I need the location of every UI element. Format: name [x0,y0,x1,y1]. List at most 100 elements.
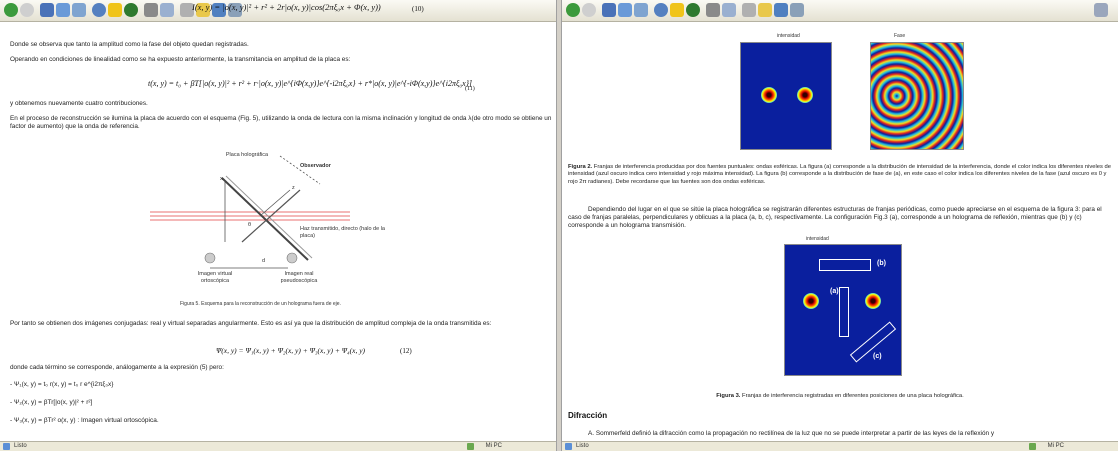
bullet-3: - Ψ₃(x, y) = βTr² o(x, y) : Imagen virtu… [10,417,159,424]
paragraph-right-2: A. Sommerfeld definió la difracción como… [588,430,995,437]
figure-2-caption-label: Figura 2. [568,164,593,170]
status-text: Listo [14,443,27,449]
zone-text: Mi PC [485,443,502,449]
figure-2a-plot [740,42,832,150]
diffracted-ray [241,189,301,243]
label-a: (a) [830,288,839,295]
home-icon[interactable] [634,3,648,17]
back-button[interactable] [566,3,580,17]
messenger-icon[interactable] [774,3,788,17]
figure-2-caption: Figura 2. Franjas de interferencia produ… [568,164,1112,186]
status-text: Listo [576,443,589,449]
label-haz: Haz transmitido, directo (halo de la pla… [300,226,385,239]
label-observador: Observador [300,163,331,169]
label-x: x [220,176,223,182]
toolbar-formula: I(x, y) = |o(x, y)|² + r² + 2r|o(x, y)|c… [192,2,381,12]
tools-icon[interactable] [228,3,242,17]
figure-3-plot: (a) (b) (c) [784,244,902,376]
favorites-icon[interactable] [108,3,122,17]
edit-icon[interactable] [180,3,194,17]
bullet-2: - Ψ₂(x, y) = βTr[|o(x, y)|² + r²] [10,399,93,406]
messenger-icon[interactable] [212,3,226,17]
formula-11-number: (11) [465,86,475,92]
right-statusbar: Listo Mi PC [562,441,1118,451]
edit-icon[interactable] [742,3,756,17]
reconstruction-diagram [150,155,350,269]
source-spot-2 [865,293,881,309]
observer-line [279,155,321,185]
folder-icon[interactable] [758,3,772,17]
paragraph-3: y obtenemos nuevamente cuatro contribuci… [10,100,148,107]
real-image-icon [286,252,298,264]
paragraph-4: En el proceso de reconstrucción se ilumi… [10,115,552,130]
figure-2-caption-text: Franjas de interferencia producidas por … [568,164,1111,185]
figure-5-caption: Figura 5. Esquema para la reconstrucción… [180,301,341,307]
stop-icon[interactable] [40,3,54,17]
mail-icon[interactable] [144,3,158,17]
computer-icon [1029,443,1036,450]
label-real: Imagen real pseudoscópica [280,271,318,284]
label-b: (b) [877,260,886,267]
page-icon [565,443,572,450]
stop-icon[interactable] [602,3,616,17]
history-icon[interactable] [124,3,138,17]
holographic-plate [221,177,309,261]
paragraph-1: Donde se observa que tanto la amplitud c… [10,41,249,48]
window-divider [556,0,562,451]
paragraph-6: donde cada término se corresponde, análo… [10,364,224,371]
left-toolbar: I(x, y) = |o(x, y)|² + r² + 2r|o(x, y)|c… [0,0,556,22]
search-icon[interactable] [654,3,668,17]
virtual-image-icon [204,252,216,264]
source-spot-2 [797,87,813,103]
label-d: d [262,258,266,264]
figure-3-caption: Figura 3. Franjas de interferencia regis… [562,392,1118,400]
home-icon[interactable] [72,3,86,17]
formula-12: Ψ(x, y) = Ψ₁(x, y) + Ψ₂(x, y) + Ψ₃(x, y)… [216,346,366,355]
fig2-title-b: Fase [894,33,906,39]
history-icon[interactable] [686,3,700,17]
windows-logo-icon [1094,3,1108,17]
fig2-title-a: intensidad [777,33,800,39]
figure-3-caption-text: Franjas de interferencia registradas en … [740,393,964,399]
source-spot-1 [803,293,819,309]
label-virtual: Imagen virtual ortoscópica [197,271,233,284]
paragraph-5: Por tanto se obtienen dos imágenes conju… [10,320,492,327]
label-c: (c) [873,353,882,360]
fig3-title: intensidad [806,236,829,242]
formula-12-number: (12) [400,347,412,355]
zone-text: Mi PC [1047,443,1064,449]
section-heading: Difracción [568,411,608,420]
page-icon [3,443,10,450]
back-button[interactable] [4,3,18,17]
forward-button[interactable] [582,3,596,17]
source-spot-1 [761,87,777,103]
figure-3-caption-label: Figura 3. [716,393,741,399]
search-icon[interactable] [92,3,106,17]
z-axis [259,189,291,217]
label-placa: Placa holográfica [225,152,269,158]
plate-a [839,287,849,337]
tools-icon[interactable] [790,3,804,17]
computer-icon [467,443,474,450]
print-icon[interactable] [722,3,736,17]
folder-icon[interactable] [196,3,210,17]
label-z: z [292,185,295,191]
figure-2b-plot [870,42,964,150]
refresh-icon[interactable] [56,3,70,17]
left-window: I(x, y) = |o(x, y)|² + r² + 2r|o(x, y)|c… [0,0,556,451]
right-window: intensidad Fase Figura 2. Franjas de int… [562,0,1118,451]
right-toolbar [562,0,1118,22]
favorites-icon[interactable] [670,3,684,17]
print-icon[interactable] [160,3,174,17]
plate-b [819,259,871,271]
left-statusbar: Listo Mi PC [0,441,556,451]
paragraph-right-1: Dependiendo del lugar en el que se sitúe… [568,206,1102,229]
mail-icon[interactable] [706,3,720,17]
bullet-1: - Ψ₁(x, y) = t₀ r(x, y) = t₀ r e^{i2πξ₀x… [10,381,114,388]
label-theta: θ [248,222,252,228]
refresh-icon[interactable] [618,3,632,17]
paragraph-2: Operando en condiciones de linealidad co… [10,56,351,63]
forward-button[interactable] [20,3,34,17]
toolbar-eq-number: (10) [412,5,424,13]
formula-11: t(x, y) = t₀ + βT[|o(x, y)|² + r² + r·|o… [148,79,473,88]
